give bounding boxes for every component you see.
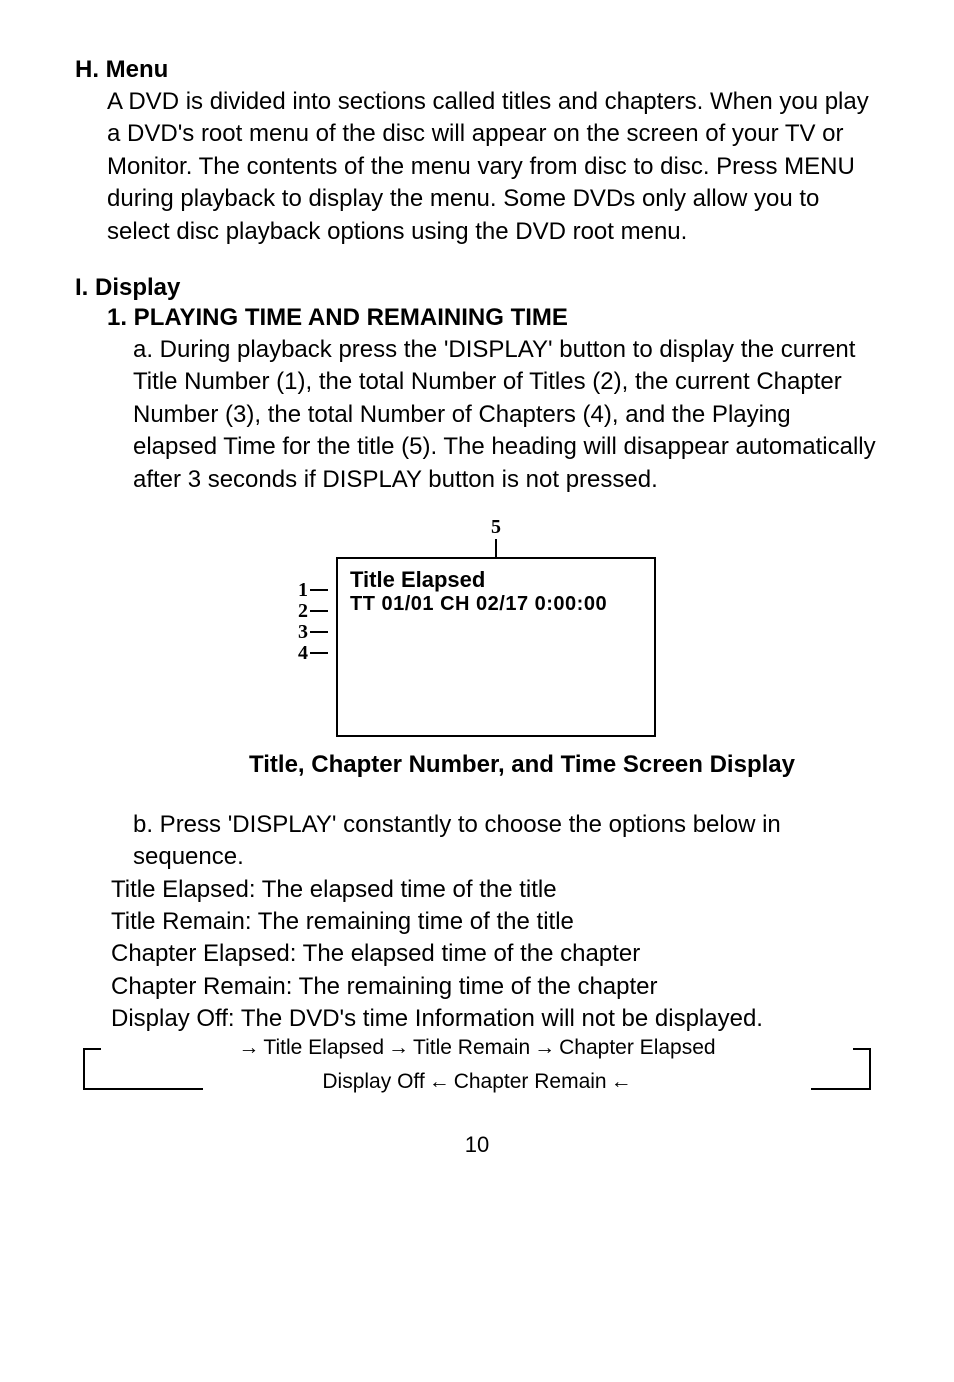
section-h-body: A DVD is divided into sections called ti… [107, 86, 879, 248]
arrow-left-icon: ← [611, 1070, 632, 1094]
flow-node-display-off: Display Off [322, 1070, 424, 1094]
arrow-right-icon: → [388, 1036, 409, 1060]
flow-bracket [83, 1048, 101, 1050]
callout-5-leader [495, 539, 497, 557]
flow-node-title-elapsed: Title Elapsed [263, 1036, 384, 1060]
def-chapter-remain: Chapter Remain: The remaining time of th… [111, 971, 879, 1003]
section-i-a-body: a. During playback press the 'DISPLAY' b… [133, 334, 879, 496]
section-h: H. Menu A DVD is divided into sections c… [75, 56, 879, 248]
callout-tick [310, 652, 328, 654]
def-title-remain: Title Remain: The remaining time of the … [111, 906, 879, 938]
section-i-heading: I. Display [75, 274, 879, 302]
callout-4: 4 [298, 643, 328, 664]
section-i-sub1-heading: 1. PLAYING TIME AND REMAINING TIME [107, 304, 879, 332]
figure-right-col: 5 Title Elapsed TT 01/01 CH 02/17 0:00:0… [336, 516, 656, 737]
callout-5: 5 [336, 516, 656, 539]
flow-node-chapter-remain: Chapter Remain [454, 1070, 607, 1094]
def-title-elapsed: Title Elapsed: The elapsed time of the t… [111, 874, 879, 906]
definitions-block: Title Elapsed: The elapsed time of the t… [111, 874, 879, 1036]
osd-screen-title: Title Elapsed [350, 567, 642, 593]
figure-caption: Title, Chapter Number, and Time Screen D… [165, 751, 879, 779]
osd-screen-sub: TT 01/01 CH 02/17 0:00:00 [350, 593, 642, 616]
flow-bracket [811, 1088, 871, 1090]
def-display-off: Display Off: The DVD's time Information … [111, 1003, 879, 1035]
flow-bracket [869, 1048, 871, 1090]
callouts-left: 1 2 3 4 [298, 580, 328, 664]
section-i-b-body: b. Press 'DISPLAY' constantly to choose … [133, 809, 879, 874]
callout-2: 2 [298, 601, 328, 622]
section-h-heading: H. Menu [75, 56, 879, 84]
flow-bracket [83, 1048, 85, 1090]
flow-node-title-remain: Title Remain [413, 1036, 530, 1060]
callout-tick [310, 631, 328, 633]
osd-screen-box: Title Elapsed TT 01/01 CH 02/17 0:00:00 [336, 557, 656, 737]
page-number: 10 [75, 1132, 879, 1158]
arrow-left-icon: ← [429, 1070, 450, 1094]
callout-3: 3 [298, 622, 328, 643]
arrow-right-icon: → [238, 1036, 259, 1060]
section-i: I. Display 1. PLAYING TIME AND REMAINING… [75, 274, 879, 1106]
callout-tick [310, 589, 328, 591]
flow-diagram: → Title Elapsed → Title Remain → Chapter… [75, 1036, 879, 1106]
arrow-right-icon: → [534, 1036, 555, 1060]
def-chapter-elapsed: Chapter Elapsed: The elapsed time of the… [111, 938, 879, 970]
flow-bracket [83, 1088, 203, 1090]
osd-figure: 1 2 3 4 5 Title Elapsed TT 01/01 CH 02/1… [75, 516, 879, 737]
flow-bottom-row: Display Off ← Chapter Remain ← [75, 1070, 879, 1094]
flow-top-row: → Title Elapsed → Title Remain → Chapter… [75, 1036, 879, 1060]
callout-tick [310, 610, 328, 612]
flow-node-chapter-elapsed: Chapter Elapsed [559, 1036, 715, 1060]
callout-1: 1 [298, 580, 328, 601]
